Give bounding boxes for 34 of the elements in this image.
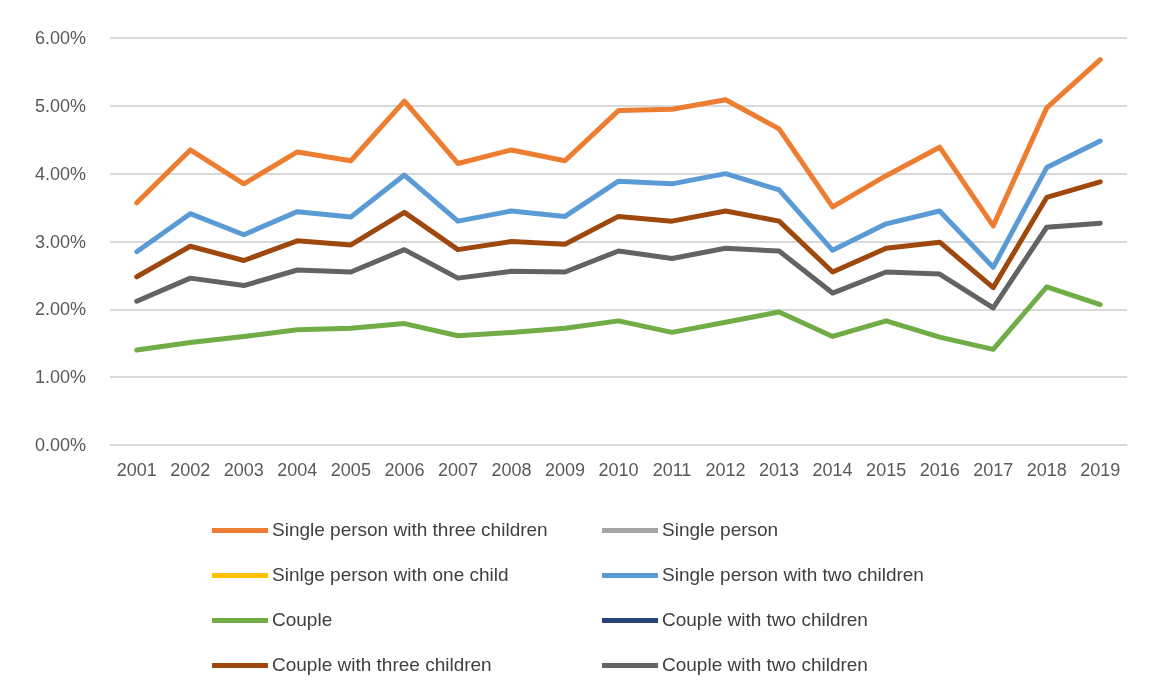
x-tick-label: 2004	[277, 460, 318, 480]
x-tick-label: 2002	[170, 460, 211, 480]
x-tick-label: 2015	[866, 460, 907, 480]
x-tick-label: 2013	[759, 460, 800, 480]
legend-label: Couple	[272, 609, 333, 631]
x-tick-label: 2008	[491, 460, 532, 480]
x-tick-label: 2009	[544, 460, 585, 480]
x-tick-label: 2014	[812, 460, 853, 480]
x-tick-label: 2003	[223, 460, 264, 480]
y-tick-label: 1.00%	[34, 367, 86, 388]
y-tick-label: 3.00%	[34, 231, 86, 252]
y-tick-label: 2.00%	[34, 299, 86, 320]
x-tick-label: 2011	[652, 460, 692, 480]
x-tick-label: 2006	[384, 460, 425, 480]
y-tick-label: 0.00%	[34, 435, 86, 455]
x-tick-label: 2019	[1080, 460, 1121, 480]
legend-label: Single person with three children	[272, 519, 548, 541]
y-tick-label: 5.00%	[34, 95, 86, 116]
legend-label: Single person	[662, 519, 779, 541]
legend-label: Couple with two children	[662, 654, 868, 676]
x-tick-label: 2016	[919, 460, 960, 480]
x-tick-label: 2018	[1026, 460, 1067, 480]
y-tick-label: 6.00%	[34, 28, 86, 48]
legend-label: Couple with two children	[662, 609, 868, 631]
legend-label: Couple with three children	[272, 654, 492, 676]
x-tick-label: 2017	[973, 460, 1014, 480]
y-tick-label: 4.00%	[34, 163, 86, 184]
x-tick-label: 2012	[705, 460, 746, 480]
x-tick-label: 2010	[598, 460, 639, 480]
x-tick-label: 2007	[437, 460, 478, 480]
legend-label: Single person with two children	[662, 564, 924, 586]
x-tick-label: 2005	[330, 460, 371, 480]
x-tick-label: 2001	[116, 460, 157, 480]
legend-label: Sinlge person with one child	[272, 564, 509, 586]
